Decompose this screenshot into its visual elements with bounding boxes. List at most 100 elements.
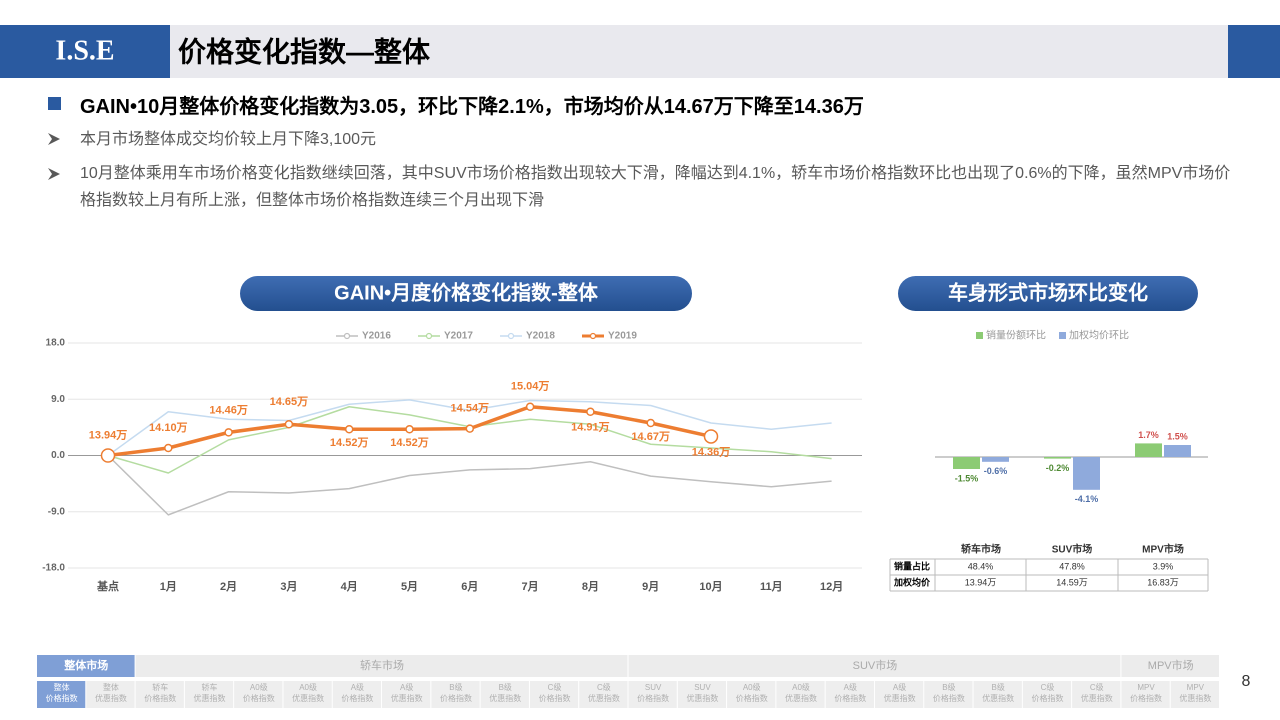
table-cell: 47.8% bbox=[1059, 561, 1085, 571]
nav-item[interactable] bbox=[234, 681, 283, 708]
nav-item-bottom: 价格指数 bbox=[736, 693, 768, 703]
headline: GAIN•10月整体价格变化指数为3.05，环比下降2.1%，市场均价从14.6… bbox=[80, 96, 864, 118]
x-tick-label: 3月 bbox=[280, 580, 297, 593]
nav-item-bottom: 价格指数 bbox=[933, 693, 965, 703]
nav-item-top: A级 bbox=[400, 682, 413, 692]
legend-label: 加权均价环比 bbox=[1069, 329, 1129, 342]
nav-item[interactable] bbox=[579, 681, 628, 708]
legend-label: Y2019 bbox=[608, 331, 637, 342]
nav-item-bottom: 优惠指数 bbox=[884, 693, 916, 703]
x-tick-label: 2月 bbox=[220, 580, 237, 593]
point-marker bbox=[344, 425, 354, 434]
nav-item[interactable] bbox=[1121, 681, 1170, 708]
nav-item[interactable] bbox=[184, 681, 234, 708]
nav-item[interactable] bbox=[431, 681, 480, 708]
nav-item[interactable] bbox=[874, 681, 924, 708]
nav-item-bottom: 优惠指数 bbox=[194, 693, 226, 703]
category-label: MPV市场 bbox=[1142, 543, 1184, 556]
legend-marker bbox=[507, 332, 515, 340]
nav-item-top: B级 bbox=[942, 682, 955, 692]
nav-item-top: C级 bbox=[548, 682, 562, 692]
point-marker bbox=[284, 420, 294, 429]
nav-item[interactable] bbox=[1022, 681, 1072, 708]
nav-item-top: MPV bbox=[1137, 683, 1155, 692]
nav-item-bottom: 价格指数 bbox=[1031, 693, 1063, 703]
point-marker bbox=[405, 425, 414, 434]
point-marker bbox=[646, 418, 655, 428]
point-label: 14.52万 bbox=[390, 436, 429, 449]
bar-label: 1.7% bbox=[1138, 430, 1159, 440]
nav-item[interactable] bbox=[677, 681, 727, 708]
nav-item-top: A0级 bbox=[250, 682, 268, 692]
nav-item[interactable] bbox=[480, 681, 529, 708]
nav-item[interactable] bbox=[973, 681, 1022, 708]
nav-item[interactable] bbox=[332, 681, 382, 708]
table-cell: 3.9% bbox=[1153, 561, 1174, 571]
nav-item-bottom: 优惠指数 bbox=[686, 693, 718, 703]
point-label: 14.67万 bbox=[631, 430, 670, 443]
nav-item[interactable] bbox=[825, 681, 874, 708]
nav-item-top: A级 bbox=[893, 682, 906, 692]
bullet-text: 10月整体乘用车市场价格变化指数继续回落，其中SUV市场价格指数出现较大下滑，降… bbox=[80, 165, 1231, 209]
nav-item[interactable] bbox=[776, 681, 825, 708]
nav-group-tab[interactable] bbox=[37, 655, 135, 677]
nav-item[interactable] bbox=[86, 681, 135, 708]
nav-item[interactable] bbox=[382, 681, 431, 708]
point-marker bbox=[100, 448, 116, 463]
legend-marker bbox=[589, 332, 597, 340]
nav-item[interactable] bbox=[135, 681, 184, 708]
bar bbox=[953, 457, 980, 469]
nav-group-tab[interactable] bbox=[1121, 655, 1219, 677]
legend-label: 销量份额环比 bbox=[986, 329, 1046, 342]
headline-bullet bbox=[48, 97, 61, 110]
bar-label: -4.1% bbox=[1075, 494, 1099, 504]
x-tick-label: 7月 bbox=[522, 580, 539, 593]
y-tick-label: 0.0 bbox=[51, 450, 65, 461]
point-label: 14.36万 bbox=[692, 445, 731, 458]
table-row-label: 销量占比 bbox=[894, 560, 930, 571]
nav-item[interactable] bbox=[628, 681, 677, 708]
nav-item[interactable] bbox=[529, 681, 579, 708]
table-cell: 13.94万 bbox=[965, 577, 997, 587]
x-tick-label: 10月 bbox=[699, 580, 722, 593]
category-label: 轿车市场 bbox=[961, 543, 1001, 556]
table-cell: 14.59万 bbox=[1056, 577, 1088, 587]
bullet-arrow bbox=[48, 133, 60, 145]
bar-label: -1.5% bbox=[955, 473, 979, 483]
logo-box bbox=[0, 25, 170, 78]
point-label: 14.65万 bbox=[270, 395, 309, 408]
point-marker bbox=[703, 429, 719, 444]
chart-title-pill bbox=[898, 276, 1198, 311]
nav-item-top: SUV bbox=[694, 683, 711, 692]
nav-item[interactable] bbox=[924, 681, 973, 708]
table-cell: 16.83万 bbox=[1147, 577, 1179, 587]
nav-item[interactable] bbox=[37, 681, 86, 708]
legend-marker bbox=[425, 332, 433, 340]
point-label: 13.94万 bbox=[89, 428, 128, 441]
x-tick-label: 5月 bbox=[401, 580, 418, 593]
nav-item[interactable] bbox=[1072, 681, 1121, 708]
chart-title-pill bbox=[240, 276, 692, 311]
nav-group-label: 整体市场 bbox=[63, 658, 108, 672]
nav-item[interactable] bbox=[1170, 681, 1219, 708]
point-label: 14.46万 bbox=[209, 403, 248, 416]
nav-item-bottom: 价格指数 bbox=[341, 693, 373, 703]
nav-item-top: A0级 bbox=[743, 682, 761, 692]
nav-item-top: B级 bbox=[449, 682, 462, 692]
point-marker bbox=[586, 407, 595, 416]
nav-group-tab[interactable] bbox=[135, 655, 628, 677]
legend-label: Y2016 bbox=[362, 331, 391, 342]
nav-item-bottom: 优惠指数 bbox=[982, 693, 1014, 703]
nav-group-tab[interactable] bbox=[628, 655, 1121, 677]
nav-item-bottom: 优惠指数 bbox=[1179, 693, 1211, 703]
nav-item-bottom: 优惠指数 bbox=[489, 693, 521, 703]
nav-item-top: C级 bbox=[1090, 682, 1104, 692]
point-marker bbox=[465, 424, 475, 433]
header-bar bbox=[0, 25, 1280, 78]
nav-item-top: C级 bbox=[1041, 682, 1055, 692]
nav-item[interactable] bbox=[727, 681, 776, 708]
nav-item[interactable] bbox=[283, 681, 332, 708]
x-tick-label: 12月 bbox=[820, 580, 843, 593]
nav-item-bottom: 价格指数 bbox=[144, 693, 176, 703]
